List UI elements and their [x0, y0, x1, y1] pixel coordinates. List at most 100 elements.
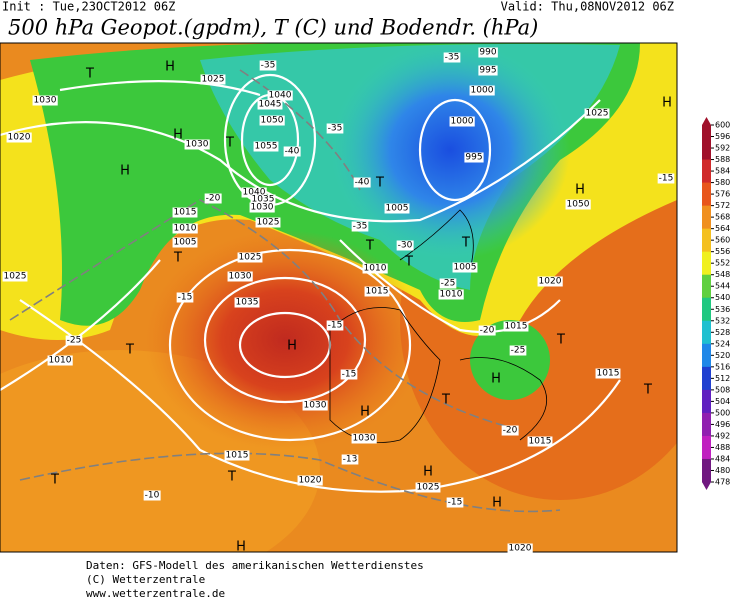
pressure-center: T — [173, 251, 182, 266]
contour-label: 1050 — [261, 116, 284, 126]
pressure-center: T — [556, 333, 565, 348]
scale-swatch — [702, 435, 711, 448]
label-bg — [2, 271, 28, 282]
pressure-center: T — [227, 470, 236, 485]
scale-tick-label: 540 — [715, 293, 730, 302]
scale-tick-label: 532 — [715, 316, 730, 325]
contour-label: -15 — [448, 498, 463, 508]
scale-swatch — [702, 378, 711, 391]
label-bg — [326, 123, 344, 134]
pressure-center: T — [365, 239, 374, 254]
footer-copyright: (C) Wetterzentrale — [86, 573, 205, 586]
scale-swatch — [702, 355, 711, 368]
scale-swatch — [702, 332, 711, 345]
label-bg — [250, 194, 276, 205]
scale-swatch — [702, 194, 711, 207]
scale-tick-label: 600 — [715, 121, 730, 130]
contour-label: 1020 — [299, 476, 322, 486]
label-bg — [255, 217, 281, 228]
map-title: 500 hPa Geopot.(gpdm), T (C) und Bodendr… — [8, 16, 538, 40]
label-bg — [302, 400, 328, 411]
init-time: Init : Tue,23OCT2012 06Z — [2, 0, 175, 14]
scale-tick-label: 500 — [715, 408, 730, 417]
pressure-center: H — [491, 372, 501, 387]
label-bg — [341, 454, 359, 465]
pressure-center: T — [404, 255, 413, 270]
valid-time: Valid: Thu,08NOV2012 06Z — [501, 0, 674, 14]
label-bg — [172, 237, 198, 248]
scale-tick-label: 480 — [715, 466, 730, 475]
label-bg — [172, 207, 198, 218]
label-bg — [595, 368, 621, 379]
label-bg — [443, 52, 461, 63]
contour-label: -35 — [328, 124, 343, 134]
contour-label: 1050 — [567, 200, 590, 210]
contour-label: 1015 — [505, 322, 528, 332]
scale-tick-label: 496 — [715, 420, 730, 429]
label-bg — [249, 202, 275, 213]
label-bg — [439, 278, 457, 289]
pressure-center: H — [662, 96, 672, 111]
contour-label: 1015 — [597, 369, 620, 379]
contour-label: 1005 — [386, 204, 409, 214]
contour-label: 1040 — [269, 91, 292, 101]
contour-label: -40 — [355, 178, 370, 188]
label-bg — [241, 187, 267, 198]
contour-label: 1015 — [366, 287, 389, 297]
scale-swatch — [702, 412, 711, 425]
label-bg — [527, 436, 553, 447]
scale-tick-label: 536 — [715, 305, 730, 314]
contour-label: 1030 — [186, 140, 209, 150]
contour-label: 1030 — [251, 203, 274, 213]
contour-label: 1030 — [304, 401, 327, 411]
contour-label: 1040 — [243, 188, 266, 198]
pressure-center: H — [575, 183, 585, 198]
scale-tick-label: 560 — [715, 236, 730, 245]
contour-label: 1010 — [364, 264, 387, 274]
label-bg — [446, 497, 464, 508]
scale-tick-label: 478 — [715, 478, 730, 487]
pressure-center: T — [375, 176, 384, 191]
pressure-center: T — [441, 393, 450, 408]
contour-label: 1000 — [471, 86, 494, 96]
label-bg — [259, 115, 285, 126]
scale-tick-label: 484 — [715, 454, 730, 463]
label-bg — [415, 482, 441, 493]
label-bg — [237, 252, 263, 263]
scale-tick-label: 564 — [715, 224, 730, 233]
label-bg — [384, 203, 410, 214]
contour-label: 1025 — [239, 253, 262, 263]
label-bg — [507, 543, 533, 554]
label-bg — [340, 369, 358, 380]
contour-label: 1010 — [174, 224, 197, 234]
pressure-center: H — [173, 128, 183, 143]
label-bg — [396, 240, 414, 251]
label-bg — [537, 276, 563, 287]
contour-label: 995 — [479, 66, 496, 76]
label-bg — [449, 116, 475, 127]
scale-swatch — [702, 263, 711, 276]
contour-label: -20 — [206, 194, 221, 204]
scale-swatch — [702, 447, 711, 460]
scale-swatch — [702, 320, 711, 333]
label-bg — [464, 152, 484, 163]
contour-label: 1030 — [229, 272, 252, 282]
scale-tick-label: 596 — [715, 132, 730, 141]
scale-swatch — [702, 297, 711, 310]
scale-tick-label: 580 — [715, 178, 730, 187]
label-bg — [584, 108, 610, 119]
contour-label: 1020 — [539, 277, 562, 287]
contour-label: -13 — [343, 455, 358, 465]
label-bg — [351, 221, 369, 232]
contour-label: 1015 — [529, 437, 552, 447]
contour-label: 1025 — [257, 218, 280, 228]
scale-tick-label: 584 — [715, 167, 730, 176]
contour-label: 1015 — [226, 451, 249, 461]
label-bg — [438, 289, 464, 300]
label-bg — [257, 99, 283, 110]
label-bg — [351, 433, 377, 444]
label-bg — [364, 286, 390, 297]
scale-swatch — [702, 136, 711, 149]
contour-label: -10 — [145, 491, 160, 501]
